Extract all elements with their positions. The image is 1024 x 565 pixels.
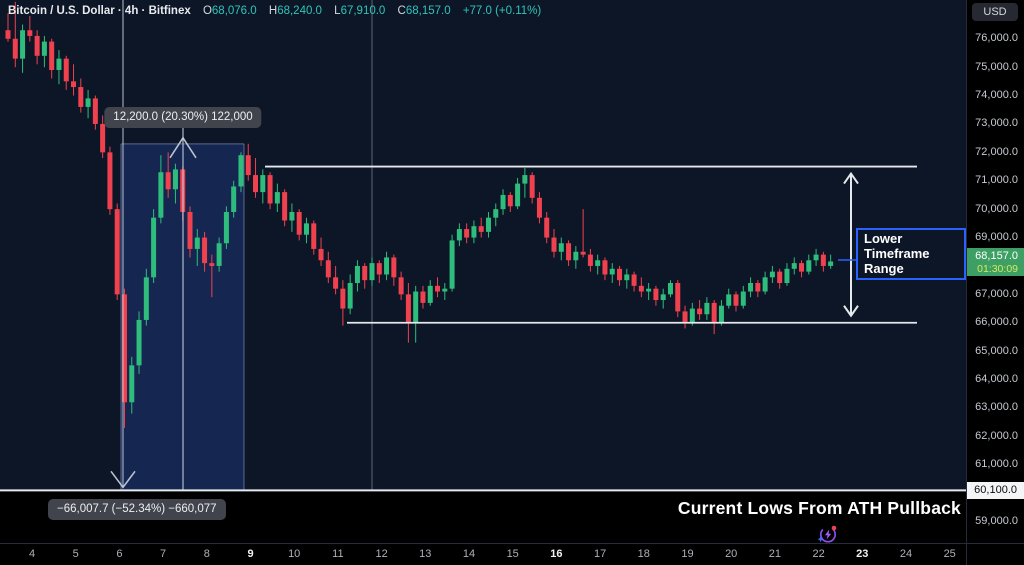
last-price-label: 68,157.0 01:30:09 bbox=[967, 247, 1024, 276]
time-tick: 12 bbox=[375, 548, 388, 560]
measure-down-tooltip[interactable]: −66,007.7 (−52.34%) −660,077 bbox=[48, 499, 226, 520]
price-tick: 65,000.0 bbox=[975, 344, 1018, 357]
change-value: +77.0 (+0.11%) bbox=[462, 5, 542, 17]
open-label: O bbox=[202, 5, 212, 17]
time-tick: 6 bbox=[116, 548, 123, 560]
price-axis[interactable]: USD 76,000.0 75,000.0 74,000.0 73,000.0 72,0… bbox=[966, 0, 1024, 543]
price-tick: 74,000.0 bbox=[975, 89, 1018, 102]
chart-caption[interactable]: Current Lows From ATH Pullback bbox=[677, 498, 961, 518]
price-tick: 59,000.0 bbox=[975, 515, 1018, 528]
time-tick: 8 bbox=[203, 548, 210, 560]
low-value: 67,910.0 bbox=[340, 5, 386, 17]
measure-up-tooltip[interactable]: 12,200.0 (20.30%) 122,000 bbox=[104, 107, 262, 128]
price-tick: 61,000.0 bbox=[975, 458, 1018, 471]
chart-plot-area[interactable]: Bitcoin / U.S. Dollar · 4h · Bitfinex O6… bbox=[0, 0, 966, 543]
close-value: 68,157.0 bbox=[405, 5, 451, 17]
time-tick: 21 bbox=[768, 548, 782, 560]
symbol-header[interactable]: Bitcoin / U.S. Dollar · 4h · Bitfinex O6… bbox=[8, 5, 541, 17]
high-value: 68,240.0 bbox=[277, 5, 322, 17]
time-tick: 20 bbox=[725, 548, 738, 560]
price-tick: 72,000.0 bbox=[975, 145, 1018, 158]
price-tick: 69,000.0 bbox=[975, 231, 1018, 244]
time-tick: 19 bbox=[681, 548, 694, 560]
price-tick: 75,000.0 bbox=[975, 60, 1018, 73]
time-tick: 11 bbox=[332, 548, 344, 560]
price-tick: 62,000.0 bbox=[975, 429, 1018, 442]
range-label-line1: Lower Timeframe bbox=[864, 231, 930, 261]
price-tick: 63,000.0 bbox=[975, 401, 1018, 414]
bar-countdown: 01:30:09 bbox=[977, 262, 1018, 275]
time-tick: 10 bbox=[288, 548, 301, 560]
last-price-value: 68,157.0 bbox=[975, 249, 1018, 262]
axis-corner bbox=[966, 543, 1024, 565]
price-tick: 71,000.0 bbox=[975, 174, 1018, 187]
candlestick-chart[interactable] bbox=[0, 0, 966, 543]
symbol-title[interactable]: Bitcoin / U.S. Dollar · 4h · Bitfinex bbox=[8, 5, 191, 17]
time-tick: 14 bbox=[462, 548, 476, 560]
time-tick: 24 bbox=[899, 548, 913, 560]
time-tick: 4 bbox=[28, 548, 36, 560]
range-text-label[interactable]: Lower Timeframe Range bbox=[856, 228, 966, 280]
time-tick: 18 bbox=[637, 548, 650, 560]
time-tick: 13 bbox=[419, 548, 432, 560]
price-tick: 67,000.0 bbox=[975, 287, 1018, 300]
price-tick: 64,000.0 bbox=[975, 373, 1018, 386]
time-tick: 7 bbox=[160, 548, 167, 560]
open-value: 68,076.0 bbox=[211, 5, 257, 17]
range-label-line2: Range bbox=[864, 261, 904, 276]
spark-assistant-icon[interactable] bbox=[817, 523, 839, 543]
crosshair-price-label: 60,100.0 bbox=[967, 481, 1024, 499]
time-tick: 17 bbox=[593, 548, 607, 560]
close-label: C bbox=[397, 5, 406, 17]
price-tick: 66,000.0 bbox=[975, 316, 1018, 329]
high-label: H bbox=[268, 5, 278, 17]
time-tick: 23 bbox=[856, 548, 869, 560]
currency-button[interactable]: USD bbox=[972, 3, 1018, 21]
time-axis[interactable]: 4 5 6 7 8 9 10 11 12 13 14 15 16 17 18 19 20 21 22 23 24 25 bbox=[0, 543, 966, 565]
time-tick: 16 bbox=[550, 548, 563, 560]
time-tick: 15 bbox=[506, 548, 519, 560]
time-tick: 5 bbox=[72, 548, 79, 560]
price-tick: 70,000.0 bbox=[975, 202, 1018, 215]
time-tick: 25 bbox=[943, 548, 956, 560]
price-tick: 73,000.0 bbox=[975, 117, 1018, 130]
low-label: L bbox=[334, 5, 341, 17]
price-tick: 76,000.0 bbox=[975, 32, 1018, 45]
time-tick: 9 bbox=[247, 548, 254, 560]
time-tick: 22 bbox=[812, 548, 825, 560]
